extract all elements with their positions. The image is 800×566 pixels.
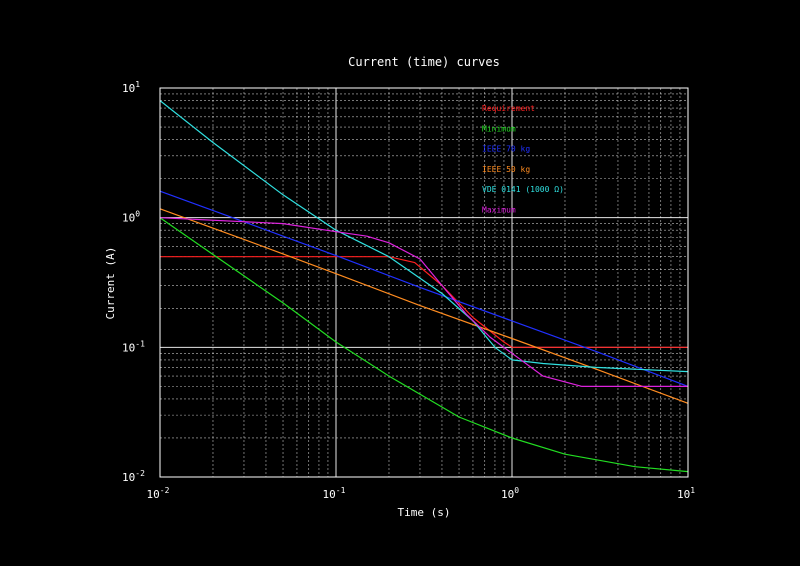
series-line-minimum [159, 217, 689, 473]
series-line-requirement [160, 256, 688, 348]
series-line-maximum [159, 217, 688, 387]
x-tick-label: 100 [501, 486, 519, 501]
y-axis-label: Current (A) [104, 247, 117, 320]
y-tick-label: 10-1 [122, 339, 145, 354]
legend-entry-maximum: Maximum [482, 206, 516, 215]
x-tick-label: 10-2 [147, 486, 170, 501]
plot-frame [159, 87, 689, 478]
legend-entry-requirement: Requirement [482, 104, 535, 113]
legend: Requirement Minimum IEEE 70 kg IEEE 50 kg VD… [482, 104, 564, 215]
axis-ticks: 10-2 10-1 100 101 10-2 10-1 100 101 [122, 80, 695, 501]
grid-lines [160, 88, 688, 477]
y-tick-label: 100 [122, 210, 140, 225]
y-tick-label: 10-2 [122, 469, 145, 484]
legend-entry-vde-0141-1000: VDE 0141 (1000 Ω) [482, 185, 564, 194]
legend-entry-ieee-70-kg: IEEE 70 kg [482, 145, 530, 154]
y-tick-label: 101 [122, 80, 140, 95]
chart-title: Current (time) curves [348, 55, 500, 69]
x-axis-label: Time (s) [398, 506, 451, 519]
series-line-vde-0141-1000 [159, 100, 689, 373]
x-tick-label: 10-1 [323, 486, 346, 501]
series-line-ieee-50-kg [159, 208, 689, 404]
legend-entry-minimum: Minimum [482, 124, 516, 133]
legend-entry-ieee-50-kg: IEEE 50 kg [482, 165, 530, 174]
series-layer [159, 100, 689, 473]
x-tick-label: 101 [677, 486, 695, 501]
